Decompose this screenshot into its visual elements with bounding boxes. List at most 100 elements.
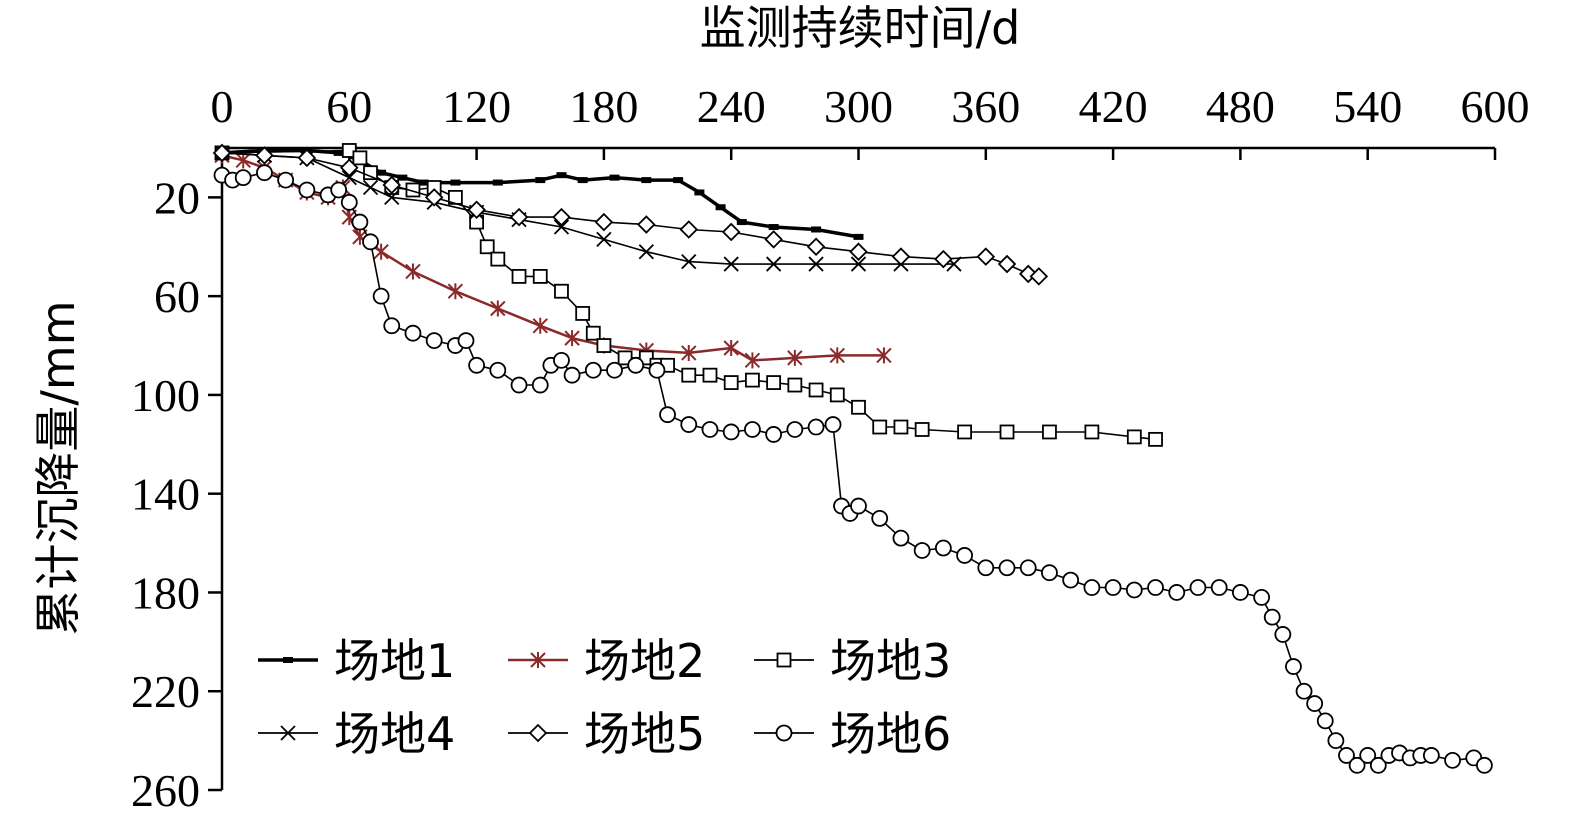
data-point — [340, 158, 359, 178]
data-point — [447, 283, 464, 300]
data-point — [362, 179, 379, 196]
data-point — [1327, 732, 1345, 750]
legend-item-6: 场地6 — [754, 707, 951, 761]
data-point — [1263, 608, 1281, 626]
series-layer — [212, 143, 1493, 774]
y-tick-label: 140 — [131, 469, 200, 520]
data-point — [554, 283, 569, 299]
data-point — [1210, 579, 1228, 596]
data-point — [1359, 747, 1377, 764]
data-point — [1475, 756, 1493, 774]
legend: 场地1 场地2 场地3 场地4 场地5 场地6 — [258, 634, 951, 761]
x-tick-label: 60 — [326, 81, 372, 132]
series-line — [221, 152, 954, 265]
data-point — [850, 497, 867, 515]
data-point — [384, 189, 400, 206]
data-point — [489, 361, 507, 379]
data-point — [1029, 267, 1049, 286]
data-point — [376, 169, 387, 176]
data-point — [957, 424, 972, 440]
data-point — [681, 253, 697, 270]
data-point — [679, 220, 699, 239]
x-tick-label: 420 — [1079, 81, 1148, 132]
data-point — [1253, 589, 1271, 606]
data-point — [808, 256, 824, 272]
data-point — [1274, 626, 1292, 643]
data-point — [786, 421, 804, 438]
y-axis-title: 累计沉降量/mm — [31, 300, 85, 635]
x-tick-label: 540 — [1333, 81, 1402, 132]
data-point — [715, 204, 726, 211]
data-point — [744, 421, 761, 438]
data-point — [829, 387, 845, 403]
data-point — [775, 724, 793, 742]
data-point — [212, 143, 232, 163]
series-line — [221, 154, 884, 362]
data-point — [333, 149, 344, 156]
data-point — [764, 230, 783, 249]
legend-label: 场地4 — [334, 707, 455, 761]
data-point — [596, 338, 612, 353]
data-point — [721, 222, 741, 242]
data-point — [745, 372, 760, 388]
x-tick-label: 480 — [1206, 81, 1275, 132]
data-point — [1084, 424, 1100, 440]
legend-label: 场地6 — [830, 707, 951, 761]
x-tick-label: 240 — [697, 81, 766, 132]
data-point — [637, 215, 656, 234]
data-point — [1041, 564, 1058, 582]
legend-item-5: 场地5 — [508, 707, 705, 761]
legend-item-2: 场地2 — [508, 634, 705, 688]
x-tick-label: 600 — [1461, 81, 1530, 132]
legend-label: 场地1 — [334, 634, 455, 688]
data-point — [627, 356, 645, 374]
data-point — [382, 175, 402, 195]
series-4 — [214, 145, 962, 272]
data-point — [913, 542, 931, 559]
data-point — [383, 317, 401, 335]
data-point — [681, 344, 697, 361]
data-point — [1232, 584, 1249, 601]
data-point — [722, 423, 740, 441]
data-point — [418, 179, 429, 186]
data-point — [362, 233, 379, 251]
data-point — [530, 652, 546, 668]
data-point — [609, 174, 620, 181]
data-point — [468, 356, 486, 374]
data-point — [405, 263, 421, 280]
data-point — [723, 340, 739, 357]
series-line — [221, 152, 1039, 278]
data-point — [1147, 579, 1164, 596]
data-point — [490, 251, 506, 267]
data-point — [723, 256, 739, 272]
data-point — [457, 332, 475, 350]
data-point — [535, 177, 546, 184]
data-point — [765, 256, 782, 272]
data-point — [340, 193, 358, 211]
data-point — [563, 366, 581, 384]
data-point — [1083, 579, 1101, 596]
x-tick-label: 300 — [824, 81, 893, 132]
data-point — [298, 181, 316, 199]
data-point — [297, 148, 317, 168]
data-point — [1422, 747, 1440, 764]
data-point — [806, 237, 826, 257]
data-point — [1285, 658, 1302, 675]
data-point — [914, 422, 930, 437]
data-point — [450, 179, 461, 186]
data-point — [553, 351, 570, 369]
data-point — [255, 146, 274, 165]
legend-label: 场地5 — [584, 707, 705, 761]
data-point — [1168, 584, 1186, 601]
data-point — [341, 169, 357, 186]
data-point — [575, 306, 591, 321]
data-point — [673, 177, 684, 184]
data-point — [490, 300, 506, 317]
data-point — [1295, 682, 1313, 700]
data-point — [1369, 756, 1387, 774]
data-point — [853, 233, 864, 240]
data-point — [736, 219, 747, 226]
data-point — [1316, 712, 1334, 730]
data-point — [787, 349, 803, 366]
data-point — [617, 350, 633, 366]
